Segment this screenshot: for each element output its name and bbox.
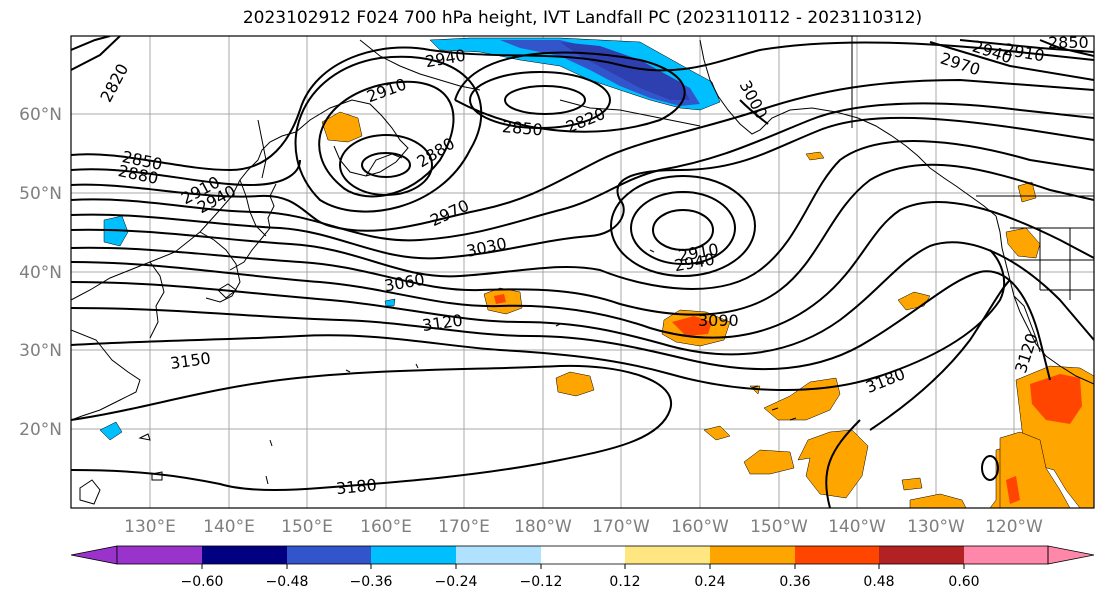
height-contours (71, 36, 1094, 508)
colorbar-extend-high (1047, 545, 1095, 565)
graticule (71, 36, 1094, 508)
contour-label: 2850 (501, 117, 543, 139)
colorbar-bin (879, 546, 964, 564)
colorbar-extend-low (70, 545, 118, 565)
lat-label: 60°N (19, 105, 62, 125)
lat-label: 20°N (19, 420, 62, 440)
colorbar-tick: 0.48 (863, 574, 894, 590)
colorbar-tick: −0.24 (435, 574, 478, 590)
lat-label: 40°N (19, 263, 62, 283)
lon-label: 180°W (514, 517, 572, 537)
lon-label: 150°E (281, 517, 333, 537)
lon-label: 130°E (124, 517, 176, 537)
map-title: 2023102912 F024 700 hPa height, IVT Land… (242, 8, 923, 28)
colorbar-tick: −0.48 (266, 574, 309, 590)
colorbar-tick: −0.36 (350, 574, 393, 590)
contour-label: 2850 (1048, 33, 1089, 52)
lon-label: 170°W (592, 517, 650, 537)
colorbar-bin (456, 546, 541, 564)
lon-label: 140°W (828, 517, 886, 537)
lat-label: 30°N (19, 341, 62, 361)
colorbar-tick: 0.36 (779, 574, 810, 590)
colorbar-tick: −0.12 (520, 574, 563, 590)
map-panel: 2820 2940 2910 2850 2820 2880 2850 2880 … (71, 33, 1094, 508)
colorbar: −0.60 −0.48 −0.36 −0.24 −0.12 0.12 0.24 … (70, 545, 1095, 590)
lon-label: 120°W (985, 517, 1043, 537)
lat-label: 50°N (19, 184, 62, 204)
colorbar-tick: 0.24 (694, 574, 725, 590)
colorbar-bin (795, 546, 879, 564)
contour-label: 3090 (698, 311, 739, 330)
colorbar-bin (202, 546, 287, 564)
lon-label: 150°W (750, 517, 808, 537)
lon-label: 160°W (671, 517, 729, 537)
lon-label: 160°E (360, 517, 412, 537)
map-border (70, 35, 1095, 509)
colorbar-bin (287, 546, 371, 564)
colorbar-bin (625, 546, 710, 564)
colorbar-bin (117, 546, 202, 564)
colorbar-bin (371, 546, 456, 564)
lon-label: 170°E (438, 517, 490, 537)
colorbar-bin (710, 546, 795, 564)
colorbar-tick: 0.12 (609, 574, 640, 590)
colorbar-bin (964, 546, 1048, 564)
colorbar-tick: 0.60 (948, 574, 979, 590)
colorbar-tick: −0.60 (181, 574, 224, 590)
ivt-positive-shading (321, 111, 1094, 508)
longitude-labels: 130°E 140°E 150°E 160°E 170°E 180°W 170°… (124, 517, 1043, 537)
contour-label: 3180 (335, 475, 377, 498)
coastlines (71, 36, 1094, 505)
colorbar-bin (541, 546, 625, 564)
latitude-labels: 60°N 50°N 40°N 30°N 20°N (19, 105, 62, 440)
lon-label: 140°E (203, 517, 255, 537)
lon-label: 130°W (907, 517, 965, 537)
